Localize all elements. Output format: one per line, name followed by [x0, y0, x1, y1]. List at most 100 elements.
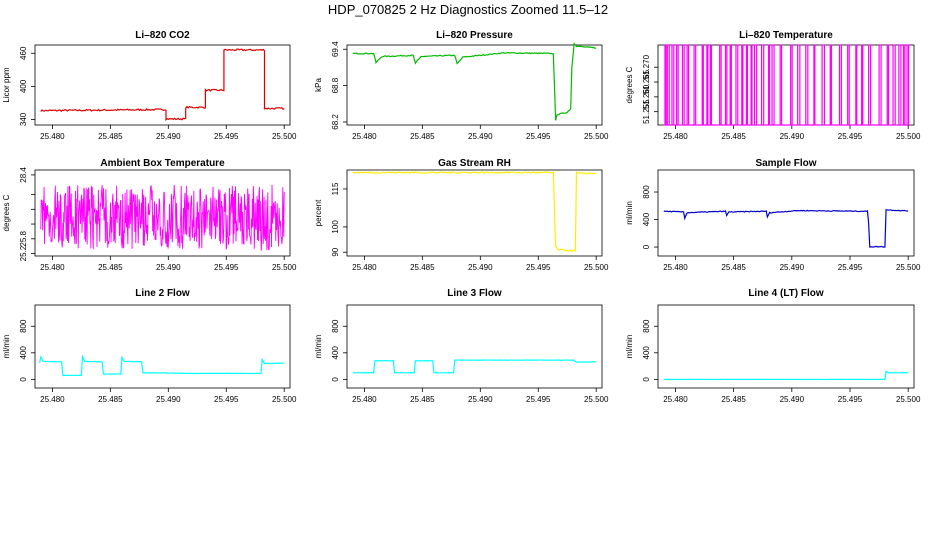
panel-title: Gas Stream RH	[438, 158, 511, 169]
y-tick-label: 400	[19, 79, 28, 93]
y-tick-label: 51.260	[642, 84, 651, 109]
panel-title: Line 2 Flow	[135, 288, 190, 299]
panel-2: Li–820 Pressure kPa 25.480 25.485 25.490 25.4…	[314, 30, 609, 141]
plot-frame	[34, 44, 291, 126]
x-tick-label: 25.495	[214, 395, 239, 404]
x-tick-label: 25.500	[896, 395, 921, 404]
data-line	[352, 171, 597, 252]
panel-5: Gas Stream RH percent 25.480 25.485 25.490 25…	[314, 158, 609, 272]
x-tick-label: 25.500	[896, 132, 921, 141]
y-tick-label: 340	[19, 112, 28, 126]
y-tick-label: 800	[19, 319, 28, 333]
panel-7: Line 2 Flow ml/min 25.480 25.485 25.490 25.49…	[2, 288, 297, 404]
y-tick-label: 51.265	[642, 69, 651, 94]
y-tick-label: 68.2	[331, 114, 340, 130]
x-tick-label: 25.485	[410, 132, 435, 141]
x-tick-label: 25.490	[780, 132, 805, 141]
panel-6: Sample Flow ml/min 25.480 25.485 25.490 25.49…	[625, 158, 921, 272]
panel-1: Li–820 CO2 Licor ppm 25.480 25.485 25.490 25.…	[2, 30, 297, 141]
x-tick-label: 25.485	[410, 263, 435, 272]
data-line	[40, 48, 285, 122]
y-axis-label: Licor ppm	[2, 67, 11, 102]
y-tick-label: 800	[331, 319, 340, 333]
x-tick-label: 25.485	[98, 132, 123, 141]
panel-3: Li–820 Temperature degrees C 25.480 25.485 2…	[625, 30, 921, 141]
x-tick-label: 25.485	[410, 395, 435, 404]
y-tick-label: 400	[19, 346, 28, 360]
y-axis-label: kPa	[314, 78, 323, 92]
x-tick-label: 25.500	[272, 395, 297, 404]
y-tick-label: 0	[642, 244, 651, 249]
x-tick-label: 25.485	[98, 395, 123, 404]
y-axis-label: degrees C	[625, 66, 634, 103]
x-tick-label: 25.480	[663, 132, 688, 141]
plot-frame	[34, 304, 291, 389]
x-tick-label: 25.480	[352, 132, 377, 141]
y-axis-label: degrees C	[2, 194, 11, 231]
x-tick-label: 25.500	[584, 132, 609, 141]
data-line	[663, 370, 909, 381]
y-tick-label: 25.2	[19, 245, 28, 261]
y-tick-label: 100	[331, 220, 340, 234]
x-tick-label: 25.480	[40, 263, 65, 272]
x-tick-label: 25.480	[663, 263, 688, 272]
y-tick-label: 51.255	[642, 99, 651, 124]
y-axis-label: ml/min	[314, 335, 323, 359]
y-tick-label: 400	[642, 212, 651, 226]
x-tick-label: 25.485	[721, 395, 746, 404]
data-line	[40, 184, 285, 251]
y-tick-label: 460	[19, 46, 28, 60]
y-tick-label: 25.8	[19, 230, 28, 246]
y-tick-label: 115	[331, 182, 340, 195]
x-tick-label: 25.480	[40, 395, 65, 404]
x-tick-label: 25.485	[721, 263, 746, 272]
panel-9: Line 4 (LT) Flow ml/min 25.480 25.485 25.490…	[625, 288, 921, 404]
y-tick-label: 800	[642, 185, 651, 199]
x-tick-label: 25.495	[838, 132, 863, 141]
x-tick-label: 25.490	[156, 263, 181, 272]
x-tick-label: 25.490	[468, 263, 493, 272]
x-tick-label: 25.480	[663, 395, 688, 404]
y-tick-label: 400	[331, 346, 340, 360]
data-line	[39, 354, 285, 377]
data-line	[352, 42, 597, 121]
x-tick-label: 25.495	[214, 132, 239, 141]
x-tick-label: 25.490	[780, 263, 805, 272]
y-axis-label: percent	[314, 199, 323, 226]
x-tick-label: 25.500	[272, 263, 297, 272]
plot-frame	[346, 169, 603, 257]
panel-8: Line 3 Flow ml/min 25.480 25.485 25.490 25.49…	[314, 288, 609, 404]
x-tick-label: 25.485	[98, 263, 123, 272]
panel-title: Line 3 Flow	[447, 288, 502, 299]
x-tick-label: 25.480	[40, 132, 65, 141]
x-tick-label: 25.480	[352, 395, 377, 404]
panel-title: Li–820 Pressure	[436, 30, 513, 41]
y-tick-label: 800	[642, 319, 651, 333]
x-tick-label: 25.500	[584, 395, 609, 404]
figure-title: HDP_070825 2 Hz Diagnostics Zoomed 11.5–…	[327, 2, 609, 17]
x-tick-label: 25.495	[526, 395, 551, 404]
x-tick-label: 25.490	[780, 395, 805, 404]
y-tick-label: 90	[331, 247, 340, 256]
data-line	[663, 44, 910, 126]
y-tick-label: 0	[19, 377, 28, 382]
x-tick-label: 25.485	[721, 132, 746, 141]
x-tick-label: 25.495	[838, 263, 863, 272]
plot-frame	[657, 44, 915, 126]
y-tick-label: 0	[642, 377, 651, 382]
panel-title: Line 4 (LT) Flow	[748, 288, 824, 299]
panel-title: Li–820 CO2	[135, 30, 190, 41]
x-tick-label: 25.495	[214, 263, 239, 272]
y-axis-label: ml/min	[625, 201, 634, 225]
x-tick-label: 25.495	[526, 263, 551, 272]
x-tick-label: 25.500	[584, 263, 609, 272]
x-tick-label: 25.490	[468, 395, 493, 404]
y-tick-label: 51.270	[642, 54, 651, 79]
x-tick-label: 25.495	[838, 395, 863, 404]
panel-4: Ambient Box Temperature degrees C 25.480 25…	[2, 158, 297, 272]
plot-frame	[657, 169, 915, 257]
x-tick-label: 25.490	[468, 132, 493, 141]
x-tick-label: 25.480	[352, 263, 377, 272]
data-line	[352, 359, 597, 374]
